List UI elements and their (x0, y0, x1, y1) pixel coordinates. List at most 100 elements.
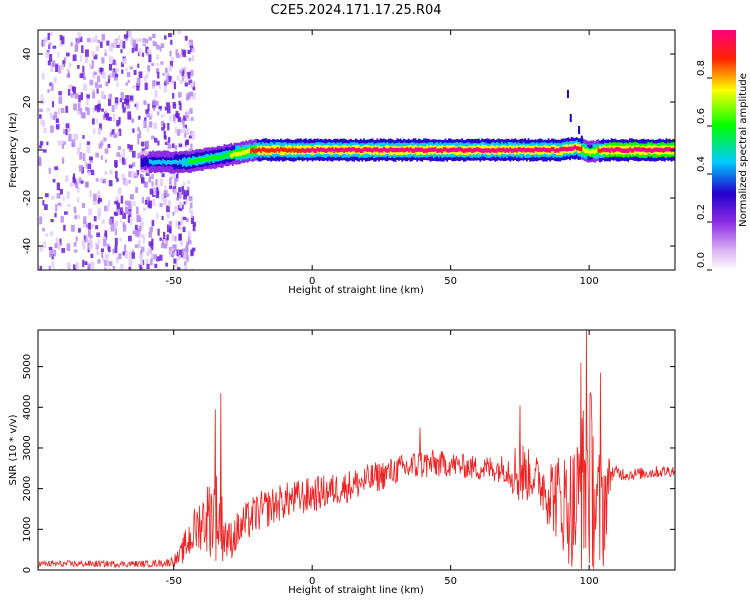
noise-cell (150, 258, 153, 266)
noise-cell (39, 157, 42, 166)
ridge-cell (497, 147, 500, 152)
ridge-cell (476, 147, 478, 152)
noise-cell (170, 39, 173, 45)
noise-cell (192, 225, 196, 232)
noise-cell (187, 180, 191, 185)
noise-cell (168, 75, 172, 82)
ridge-cell (404, 147, 407, 153)
noise-cell (138, 244, 142, 249)
ridge-cell (183, 160, 186, 165)
ridge-cell (363, 147, 365, 152)
ridge-cell (383, 146, 385, 152)
noise-cell (153, 107, 156, 111)
noise-cell (172, 104, 177, 109)
ridge-cell (308, 148, 311, 153)
ridge-cell (399, 147, 402, 152)
noise-cell (166, 205, 170, 213)
noise-cell (157, 188, 161, 195)
noise-cell (143, 75, 147, 81)
ridge-cell (378, 148, 380, 153)
ridge-cell (638, 147, 641, 152)
noise-cell (148, 200, 152, 209)
colorbar-tick-label: 0.6 (696, 108, 707, 124)
noise-cell (75, 236, 78, 242)
ridge-cell (147, 159, 149, 165)
noise-cell (169, 184, 173, 189)
noise-cell (74, 44, 78, 52)
ridge-cell (368, 147, 370, 152)
noise-cell (141, 196, 145, 204)
noise-cell (97, 259, 101, 264)
noise-cell (123, 34, 128, 39)
ridge-cell (635, 147, 638, 152)
ridge-cell (283, 147, 286, 152)
ridge-cell (501, 148, 503, 153)
noise-cell (78, 94, 81, 103)
noise-cell (42, 40, 46, 47)
noise-cell (89, 237, 92, 241)
noise-cell (104, 267, 107, 270)
noise-cell (175, 110, 179, 118)
ridge-cell (469, 147, 472, 152)
noise-cell (131, 162, 136, 167)
noise-cell (151, 238, 154, 246)
noise-cell (73, 206, 76, 213)
noise-cell (184, 131, 187, 138)
noise-cell (145, 259, 149, 265)
ridge-cell (482, 148, 485, 154)
noise-cell (187, 230, 191, 235)
noise-cell (151, 85, 156, 89)
noise-cell (129, 144, 133, 151)
ridge-cell (213, 155, 216, 160)
noise-cell (183, 74, 187, 79)
noise-cell (182, 248, 185, 256)
noise-cell (127, 30, 132, 37)
noise-cell (62, 60, 65, 67)
ridge-cell (512, 148, 515, 153)
noise-cell (76, 147, 81, 155)
ridge-cell (165, 160, 168, 166)
noise-cell (176, 75, 179, 81)
ridge-cell (429, 147, 432, 152)
noise-cell (191, 55, 195, 62)
ridge-cell (522, 147, 525, 152)
ridge-cell (662, 148, 665, 153)
noise-cell (104, 49, 108, 55)
noise-cell (147, 248, 152, 255)
noise-cell (83, 83, 87, 91)
ridge-cell (614, 147, 616, 153)
noise-cell (148, 176, 152, 183)
noise-cell (129, 194, 134, 200)
noise-cell (78, 181, 82, 185)
noise-cell (68, 62, 72, 68)
noise-cell (138, 71, 143, 79)
noise-cell (128, 266, 132, 270)
snr-ylabel: SNR (10 * v/v) (8, 414, 19, 485)
ridge-cell (162, 159, 164, 164)
noise-cell (151, 135, 155, 140)
ridge-cell (326, 148, 329, 153)
noise-cell (100, 155, 103, 160)
noise-cell (152, 40, 156, 46)
noise-cell (80, 180, 84, 184)
ridge-cell (559, 147, 562, 152)
ridge-cell (575, 146, 578, 151)
ridge-cell (349, 147, 352, 153)
ridge-cell (188, 158, 191, 164)
ridge-cell (200, 157, 203, 162)
noise-cell (90, 169, 95, 176)
noise-cell (83, 216, 87, 225)
noise-cell (87, 230, 92, 237)
noise-cell (82, 243, 85, 251)
noise-cell (151, 253, 155, 261)
noise-cell (169, 50, 172, 57)
ridge-cell (331, 146, 334, 152)
noise-cell (188, 57, 192, 62)
noise-cell (184, 266, 188, 270)
noise-cell (126, 71, 131, 78)
noise-cell (87, 222, 91, 230)
noise-cell (46, 107, 51, 112)
ridge-cell (467, 147, 470, 153)
feature-cell (569, 114, 572, 122)
noise-cell (84, 161, 88, 169)
